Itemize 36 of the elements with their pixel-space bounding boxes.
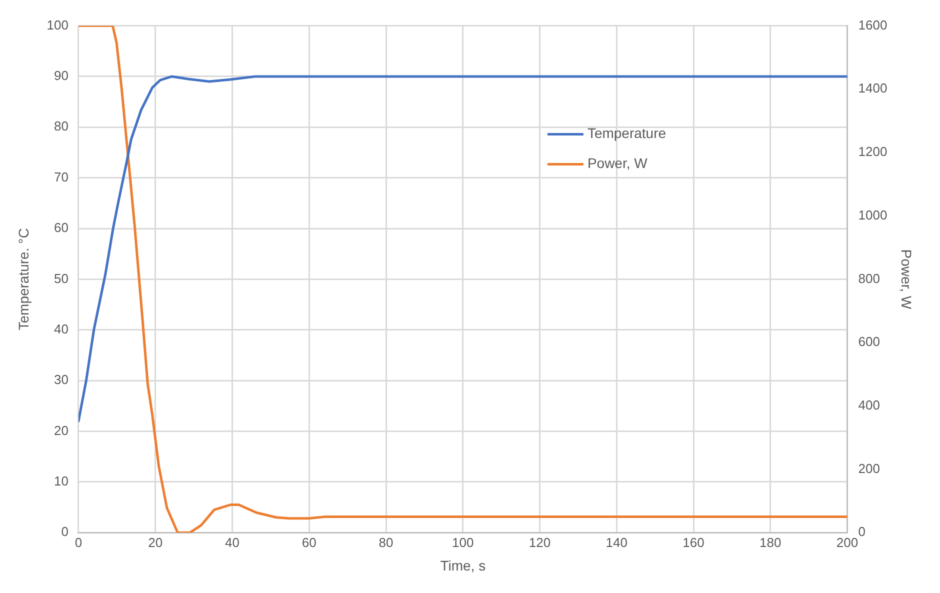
y-tick-label: 20 (54, 422, 68, 438)
y-tick-label: 90 (54, 68, 68, 84)
x-tick-label: 80 (378, 534, 394, 550)
y-tick-label: 10 (54, 474, 68, 488)
y-tick-label: 30 (54, 372, 68, 388)
y-axis-title: Temperature. °C (15, 228, 32, 330)
y2-tick-label: 800 (858, 270, 880, 286)
y2-tick-label: 1400 (858, 80, 888, 96)
x-tick-label: 40 (225, 534, 240, 550)
y2-tick-label: 600 (858, 334, 880, 350)
x-tick-label: 0 (74, 534, 82, 550)
y-tick-label: 0 (61, 524, 68, 540)
y2-tick-label: 1000 (858, 207, 888, 222)
x-tick-label: 160 (682, 534, 704, 550)
y2-tick-label: 1600 (858, 17, 888, 32)
x-tick-label: 60 (302, 534, 316, 550)
y-tick-label: 60 (54, 220, 68, 236)
y2-tick-label: 0 (858, 524, 866, 540)
y-tick-label: 100 (46, 17, 68, 32)
x-tick-label: 20 (148, 534, 163, 550)
x-tick-label: 120 (528, 534, 551, 550)
y2-tick-label: 400 (858, 397, 880, 412)
y-tick-label: 40 (54, 321, 68, 336)
legend-label: Power, W (587, 155, 648, 172)
x-tick-label: 180 (760, 534, 782, 550)
x-tick-label: 100 (452, 534, 474, 550)
y-tick-label: 50 (54, 270, 68, 286)
x-tick-label: 140 (606, 534, 628, 550)
y2-axis-title: Power, W (898, 249, 915, 310)
y2-tick-label: 1200 (858, 144, 888, 160)
y-tick-label: 80 (54, 118, 68, 134)
y2-tick-label: 200 (858, 460, 880, 476)
legend-label: Temperature (587, 125, 666, 142)
x-axis-title: Time, s (440, 557, 486, 574)
x-tick-label: 200 (836, 534, 858, 550)
y-tick-label: 70 (54, 169, 68, 184)
